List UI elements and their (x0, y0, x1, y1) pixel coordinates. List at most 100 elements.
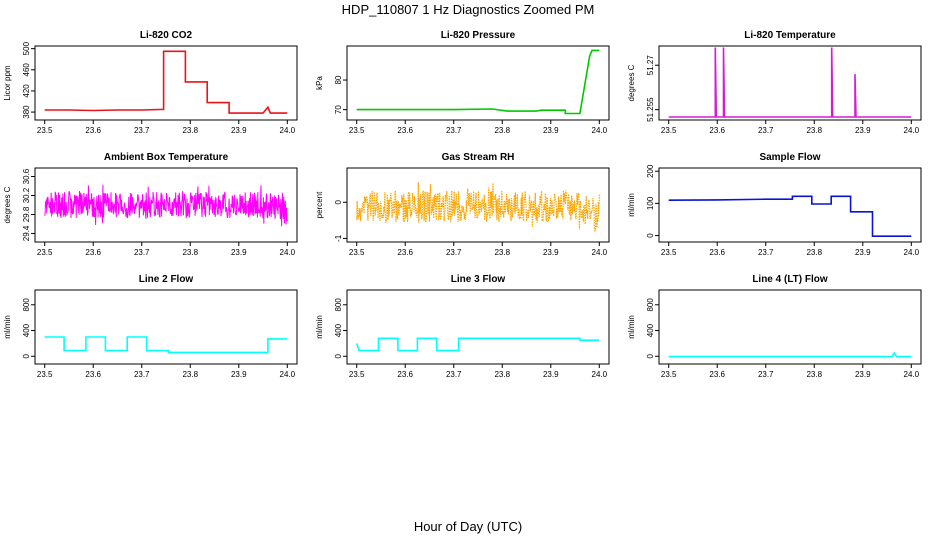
y-tick-label: 460 (22, 63, 31, 77)
panel-2: Li-820 Temperature 23.5 23.6 23.7 23.8 23.9 24… (627, 30, 922, 135)
y-tick-label: 400 (334, 323, 343, 337)
x-tick-label: 23.5 (349, 126, 365, 135)
plot-frame (34, 45, 298, 121)
x-tick-label: 23.7 (134, 248, 150, 257)
plot-frame (346, 289, 610, 365)
x-tick-label: 23.9 (543, 248, 559, 257)
y-tick-label: 0 (646, 233, 655, 238)
x-tick-label: 23.5 (37, 370, 53, 379)
y-axis-label: ml/min (627, 315, 636, 339)
y-tick-label: 0 (646, 354, 655, 359)
y-axis-label: degrees C (627, 64, 636, 101)
plot-frame (658, 167, 922, 243)
y-tick-label: 0 (334, 354, 343, 359)
series-line (668, 351, 912, 358)
y-tick-label: 500 (22, 41, 31, 55)
y-tick-label: 420 (22, 84, 31, 98)
panel-8: Line 4 (LT) Flow 23.5 23.6 23.7 23.8 23.9 24.0… (627, 274, 922, 379)
y-axis-label: degrees C (3, 186, 12, 223)
x-tick-label: 23.9 (231, 248, 247, 257)
y-tick-label: 29.4 (22, 225, 31, 241)
panel-title: Line 2 Flow (139, 274, 194, 285)
x-tick-label: 23.5 (661, 126, 677, 135)
x-tick-label: 23.6 (397, 126, 413, 135)
x-tick-label: 23.5 (349, 370, 365, 379)
x-tick-label: 23.9 (231, 126, 247, 135)
x-tick-label: 23.9 (855, 248, 871, 257)
x-tick-label: 24.0 (280, 126, 296, 135)
plot-frame (34, 289, 298, 365)
x-tick-label: 23.9 (231, 370, 247, 379)
panels-grid: Li-820 CO2 23.5 23.6 23.7 23.8 23.9 24.0 380 420… (3, 30, 922, 379)
x-tick-label: 23.6 (709, 370, 725, 379)
y-tick-label: 29.8 (22, 206, 31, 222)
plot-frame (658, 45, 922, 121)
series-line (356, 49, 600, 115)
x-tick-label: 23.5 (37, 248, 53, 257)
x-tick-label: 24.0 (592, 126, 608, 135)
series-line (668, 47, 912, 118)
panel-1: Li-820 Pressure 23.5 23.6 23.7 23.8 23.9 24.0 7… (315, 30, 610, 135)
y-axis-label: ml/min (627, 193, 636, 217)
x-tick-label: 23.6 (709, 248, 725, 257)
y-tick-label: 0 (22, 354, 31, 359)
x-tick-label: 23.7 (758, 126, 774, 135)
x-tick-label: 23.9 (543, 370, 559, 379)
x-tick-label: 23.8 (494, 248, 510, 257)
x-tick-label: 24.0 (904, 248, 920, 257)
y-tick-label: 0 (334, 200, 343, 205)
x-tick-label: 23.8 (182, 370, 198, 379)
panel-title: Ambient Box Temperature (104, 152, 229, 163)
plot-frame (346, 167, 610, 243)
x-tick-label: 23.7 (446, 370, 462, 379)
x-tick-label: 24.0 (904, 370, 920, 379)
x-tick-label: 23.6 (85, 370, 101, 379)
series-line (668, 195, 912, 237)
x-tick-label: 23.6 (397, 248, 413, 257)
panel-5: Sample Flow 23.5 23.6 23.7 23.8 23.9 24.0 0 100 2… (627, 152, 922, 257)
y-tick-label: 800 (334, 298, 343, 312)
x-tick-label: 23.5 (661, 370, 677, 379)
y-axis-label: kPa (315, 76, 324, 90)
x-tick-label: 23.9 (855, 126, 871, 135)
plot-frame (34, 167, 298, 243)
y-tick-label: 380 (22, 105, 31, 119)
figure-title: HDP_110807 1 Hz Diagnostics Zoomed PM (342, 2, 595, 17)
x-tick-label: 23.6 (709, 126, 725, 135)
panel-title: Gas Stream RH (442, 152, 515, 163)
x-tick-label: 23.7 (134, 370, 150, 379)
x-tick-label: 23.7 (758, 370, 774, 379)
x-tick-label: 24.0 (904, 126, 920, 135)
x-tick-label: 23.5 (349, 248, 365, 257)
y-tick-label: 51.255 (646, 97, 655, 122)
x-tick-label: 24.0 (592, 248, 608, 257)
x-tick-label: 23.8 (182, 248, 198, 257)
x-tick-label: 23.7 (758, 248, 774, 257)
panel-4: Gas Stream RH 23.5 23.6 23.7 23.8 23.9 24.0 -1 0… (315, 152, 610, 257)
x-tick-label: 23.5 (37, 126, 53, 135)
x-tick-label: 23.8 (494, 126, 510, 135)
y-axis-label: Licor ppm (3, 65, 12, 100)
panel-title: Line 3 Flow (451, 274, 506, 285)
x-tick-label: 23.7 (134, 126, 150, 135)
x-tick-label: 23.6 (397, 370, 413, 379)
x-tick-label: 23.6 (85, 126, 101, 135)
y-tick-label: 800 (646, 298, 655, 312)
x-tick-label: 23.8 (494, 370, 510, 379)
series-line (356, 182, 600, 233)
x-tick-label: 23.8 (806, 126, 822, 135)
panel-title: Li-820 CO2 (140, 30, 193, 41)
y-tick-label: 80 (334, 75, 343, 84)
x-tick-label: 23.8 (806, 248, 822, 257)
x-tick-label: 24.0 (280, 370, 296, 379)
x-tick-label: 23.9 (855, 370, 871, 379)
y-tick-label: 100 (646, 196, 655, 210)
panel-7: Line 3 Flow 23.5 23.6 23.7 23.8 23.9 24.0 0 400 8… (315, 274, 610, 379)
panel-title: Sample Flow (759, 152, 820, 163)
plot-frame (346, 45, 610, 121)
x-tick-label: 23.5 (661, 248, 677, 257)
series-line (44, 336, 288, 354)
figure-xlabel: Hour of Day (UTC) (414, 519, 522, 534)
series-line (355, 337, 600, 352)
